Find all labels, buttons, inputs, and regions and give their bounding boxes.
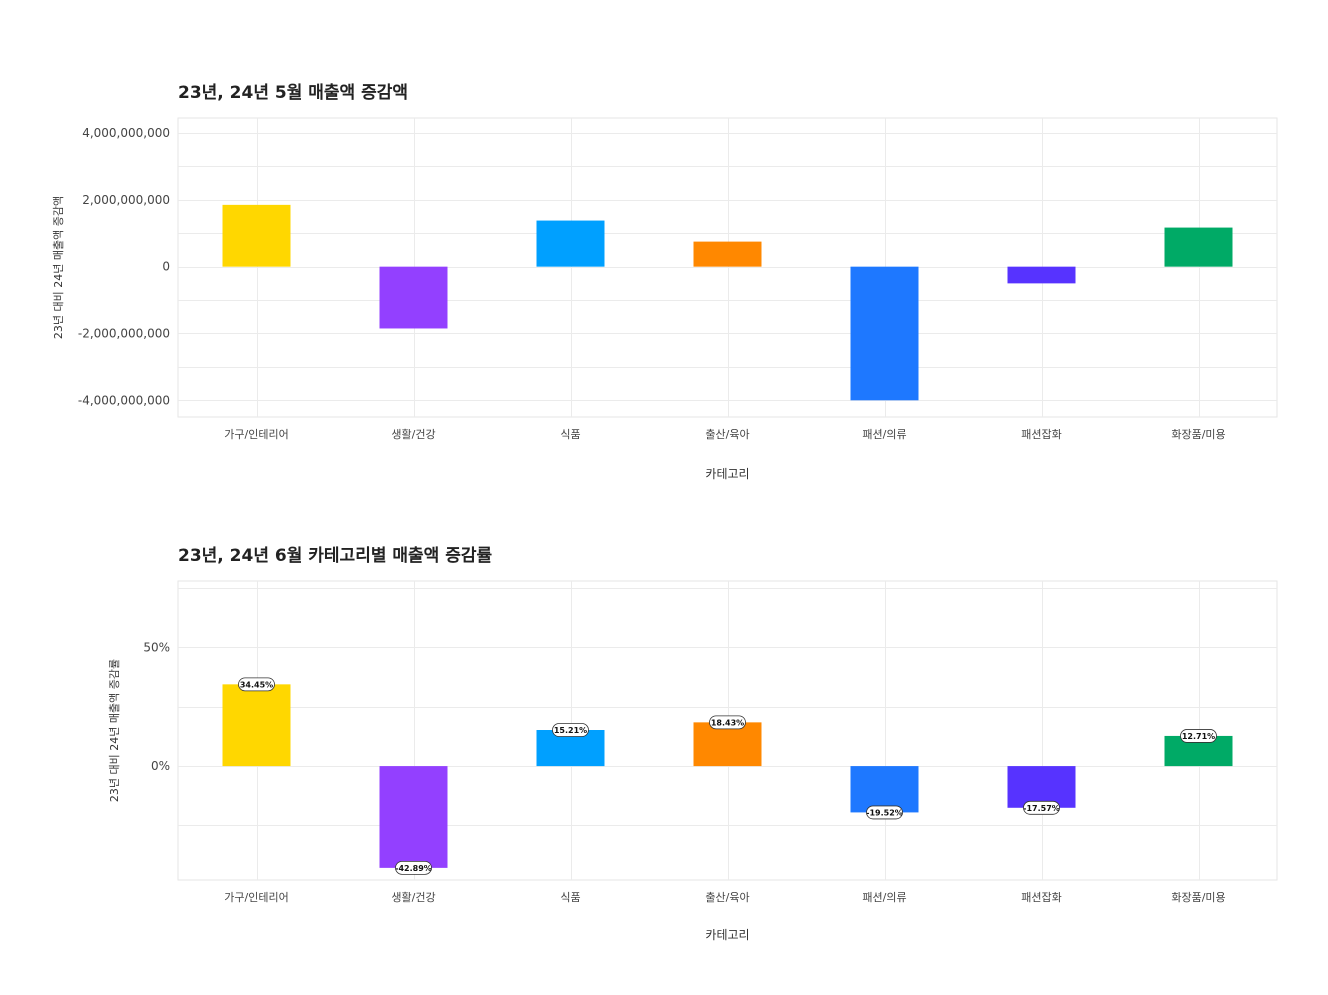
c2-x-tick-label: 패션잡화 [1021, 891, 1061, 904]
c2-data-label: -42.89% [395, 864, 432, 873]
c1-y-tick-label: 0 [162, 260, 170, 274]
c2-data-label-box [866, 805, 903, 820]
c1-bar-6 [1007, 266, 1076, 284]
c1-x-tick-label: 식품 [560, 428, 580, 441]
c2-y-tick-label: 50% [143, 640, 170, 654]
c1-bar-4 [693, 241, 762, 267]
c1-x-tick-label: 화장품/미용 [1171, 428, 1225, 441]
c2-data-label-box [709, 715, 746, 730]
c2-data-label: -17.57% [1023, 804, 1060, 813]
c1-bar-5 [850, 266, 919, 401]
c1-bar-7 [1164, 227, 1233, 267]
chart-title-sales-rate: 23년, 24년 6월 카테고리별 매출액 증감률 [178, 546, 493, 566]
c2-plot-area [177, 580, 1278, 881]
c2-bar-5 [850, 766, 919, 813]
c1-y-tick-label: -4,000,000,000 [78, 393, 170, 407]
c1-y-tick-label: 4,000,000,000 [82, 126, 170, 140]
c2-bar-6 [1007, 766, 1076, 808]
c2-x-tick-label: 화장품/미용 [1171, 891, 1225, 904]
c2-x-tick-label: 가구/인테리어 [224, 891, 288, 904]
c2-data-label: -19.52% [866, 808, 903, 817]
c1-y-tick-label: -2,000,000,000 [78, 326, 170, 340]
c2-data-label-box [1180, 729, 1217, 743]
c2-data-label-box [238, 677, 275, 692]
c2-x-axis-title: 카테고리 [705, 928, 749, 942]
c2-data-label: 15.21% [554, 726, 587, 735]
c1-y-tick-label: 2,000,000,000 [82, 193, 170, 207]
c1-bar-1 [222, 204, 291, 267]
c2-data-label-box [552, 723, 589, 737]
c2-data-label: 12.71% [1182, 732, 1215, 741]
c2-y-tick-label: 0% [151, 759, 170, 773]
c1-x-tick-label: 출산/육아 [705, 428, 749, 441]
c1-x-tick-label: 가구/인테리어 [224, 428, 288, 441]
c2-x-tick-label: 패션/의류 [862, 891, 906, 904]
c2-data-label: 34.45% [240, 680, 273, 689]
c2-bar-1 [222, 684, 291, 767]
c2-y-axis-title: 23년 대비 24년 매출액 증감률 [108, 659, 121, 802]
c2-data-label-box [395, 860, 432, 875]
c2-bar-2 [379, 766, 448, 868]
c2-bar-4 [693, 722, 762, 767]
c2-data-label: 18.43% [711, 718, 744, 727]
c2-x-tick-label: 식품 [560, 891, 580, 904]
c2-x-tick-label: 생활/건강 [391, 890, 435, 904]
c1-y-axis-title: 23년 대비 24년 매출액 증감액 [52, 196, 65, 339]
c1-bar-3 [536, 220, 605, 267]
c1-x-tick-label: 생활/건강 [391, 427, 435, 441]
c1-x-tick-label: 패션잡화 [1021, 428, 1061, 441]
c2-x-tick-label: 출산/육아 [705, 891, 749, 904]
c1-x-axis-title: 카테고리 [705, 467, 749, 481]
c1-x-tick-label: 패션/의류 [862, 428, 906, 441]
c2-data-label-box [1023, 800, 1060, 815]
chart-title-sales-change: 23년, 24년 5월 매출액 증감액 [178, 83, 409, 103]
c1-bar-2 [379, 266, 448, 329]
